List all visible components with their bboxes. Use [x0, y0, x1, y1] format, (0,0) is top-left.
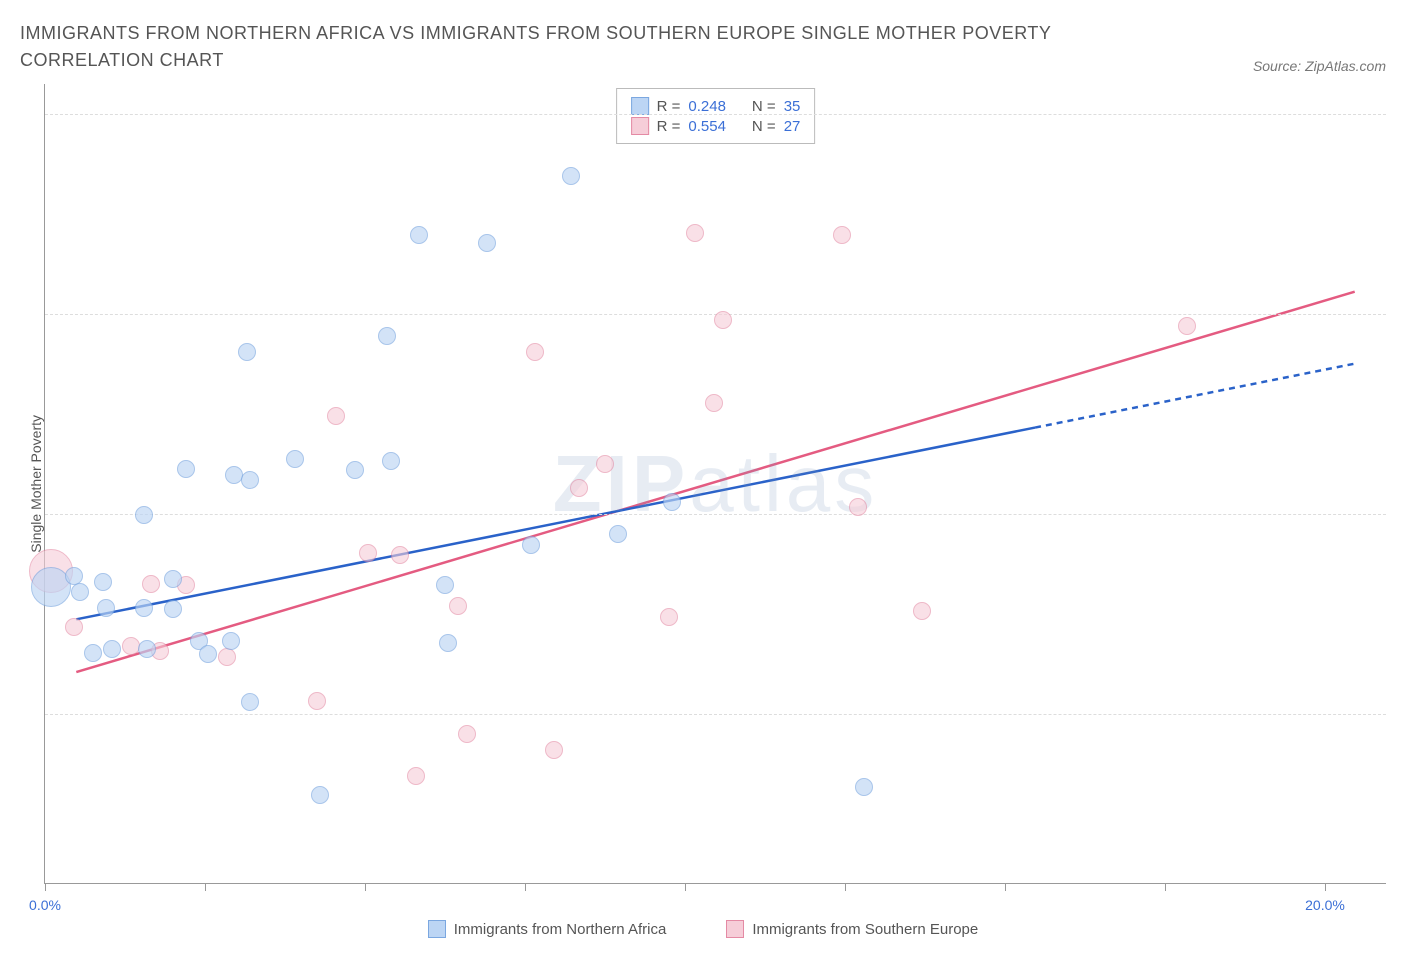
- series-a-point: [164, 600, 182, 618]
- series-a-point: [436, 576, 454, 594]
- stats-legend-row-b: R = 0.554 N = 27: [631, 117, 801, 135]
- n-label-a: N =: [752, 98, 776, 115]
- x-tick: [1005, 883, 1006, 891]
- series-b-point: [833, 226, 851, 244]
- y-axis-label: Single Mother Poverty: [20, 415, 44, 553]
- series-a-point: [241, 693, 259, 711]
- series-a-point: [135, 506, 153, 524]
- series-a-point: [410, 226, 428, 244]
- series-a-point: [241, 471, 259, 489]
- series-a-point: [238, 343, 256, 361]
- x-tick: [845, 883, 846, 891]
- r-label-b: R =: [657, 118, 681, 135]
- series-a-point: [382, 452, 400, 470]
- n-value-a: 35: [784, 98, 801, 115]
- title-row: IMMIGRANTS FROM NORTHERN AFRICA VS IMMIG…: [20, 20, 1386, 74]
- series-b-point: [714, 311, 732, 329]
- n-label-b: N =: [752, 118, 776, 135]
- series-b-point: [458, 725, 476, 743]
- series-a-point: [71, 583, 89, 601]
- series-a-point: [311, 786, 329, 804]
- series-b-point: [359, 544, 377, 562]
- r-value-b: 0.554: [688, 118, 726, 135]
- series-a-point: [663, 493, 681, 511]
- series-a-point: [855, 778, 873, 796]
- r-label-a: R =: [657, 98, 681, 115]
- series-a-point: [478, 234, 496, 252]
- series-a-point: [286, 450, 304, 468]
- x-tick: [1325, 883, 1326, 891]
- x-tick-label: 0.0%: [29, 897, 61, 913]
- series-b-point: [913, 602, 931, 620]
- bottom-swatch-b: [726, 920, 744, 938]
- series-a-point: [94, 573, 112, 591]
- series-a-point: [439, 634, 457, 652]
- source-label: Source: ZipAtlas.com: [1253, 58, 1386, 74]
- series-a-point: [562, 167, 580, 185]
- x-tick: [365, 883, 366, 891]
- series-b-point: [705, 394, 723, 412]
- series-a-point: [84, 644, 102, 662]
- series-a-point: [97, 599, 115, 617]
- chart-title: IMMIGRANTS FROM NORTHERN AFRICA VS IMMIG…: [20, 20, 1120, 74]
- stats-legend-row-a: R = 0.248 N = 35: [631, 97, 801, 115]
- gridline: [45, 114, 1386, 115]
- x-tick-label: 20.0%: [1305, 897, 1345, 913]
- series-b-point: [849, 498, 867, 516]
- series-b-point: [142, 575, 160, 593]
- legend-swatch-b: [631, 117, 649, 135]
- plot-wrapper: Single Mother Poverty ZIPatlas R = 0.248…: [20, 84, 1386, 884]
- series-b-point: [407, 767, 425, 785]
- series-b-point: [449, 597, 467, 615]
- series-b-point: [308, 692, 326, 710]
- x-tick: [205, 883, 206, 891]
- series-b-point: [526, 343, 544, 361]
- n-value-b: 27: [784, 118, 801, 135]
- series-b-point: [686, 224, 704, 242]
- series-a-point: [164, 570, 182, 588]
- series-a-point: [346, 461, 364, 479]
- chart-container: IMMIGRANTS FROM NORTHERN AFRICA VS IMMIG…: [20, 20, 1386, 938]
- x-tick: [45, 883, 46, 891]
- stats-legend: R = 0.248 N = 35 R = 0.554 N = 27: [616, 88, 816, 144]
- series-b-point: [327, 407, 345, 425]
- bottom-legend: Immigrants from Northern Africa Immigran…: [20, 920, 1386, 938]
- x-tick: [525, 883, 526, 891]
- bottom-label-b: Immigrants from Southern Europe: [752, 921, 978, 938]
- plot-area: ZIPatlas R = 0.248 N = 35 R = 0.554 N = …: [44, 84, 1386, 884]
- series-a-point: [522, 536, 540, 554]
- series-a-point: [138, 640, 156, 658]
- series-b-point: [218, 648, 236, 666]
- bottom-legend-a: Immigrants from Northern Africa: [428, 920, 667, 938]
- series-a-point: [222, 632, 240, 650]
- series-a-point: [199, 645, 217, 663]
- series-b-point: [596, 455, 614, 473]
- bottom-legend-b: Immigrants from Southern Europe: [726, 920, 978, 938]
- bottom-label-a: Immigrants from Northern Africa: [454, 921, 667, 938]
- r-value-a: 0.248: [688, 98, 726, 115]
- series-b-point: [660, 608, 678, 626]
- x-tick: [685, 883, 686, 891]
- series-b-point: [545, 741, 563, 759]
- series-a-point: [609, 525, 627, 543]
- series-b-point: [391, 546, 409, 564]
- gridline: [45, 714, 1386, 715]
- series-a-point: [103, 640, 121, 658]
- gridline: [45, 514, 1386, 515]
- legend-swatch-a: [631, 97, 649, 115]
- series-a-point: [378, 327, 396, 345]
- series-b-point: [1178, 317, 1196, 335]
- series-a-point: [177, 460, 195, 478]
- x-tick: [1165, 883, 1166, 891]
- series-a-point: [135, 599, 153, 617]
- series-b-point: [570, 479, 588, 497]
- bottom-swatch-a: [428, 920, 446, 938]
- series-b-point: [65, 618, 83, 636]
